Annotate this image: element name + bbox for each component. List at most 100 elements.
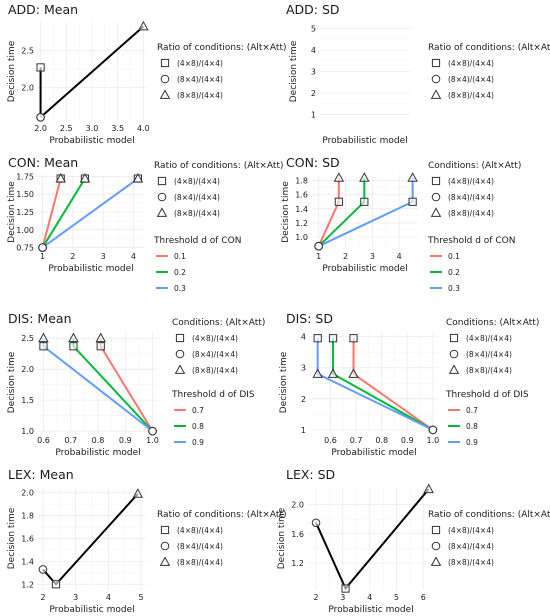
chart-title: DIS: Mean: [8, 311, 72, 326]
y-tick-label: 3: [311, 68, 316, 77]
y-tick-label: 1.6: [291, 530, 304, 539]
legend-item: (8×4)/(4×4): [177, 75, 223, 84]
legend-item: (8×4)/(4×4): [177, 542, 223, 551]
legend-item: (8×8)/(4×4): [448, 91, 494, 100]
legend-square-key: [157, 176, 167, 186]
legend-title: Ratio of conditions: (Alt×Att): [157, 510, 287, 520]
series-line: [39, 25, 145, 119]
y-tick-label: 1.8: [295, 177, 308, 186]
x-axis-label: Probabilistic model: [331, 448, 416, 458]
y-tick-label: 1.00: [16, 226, 34, 235]
y-tick-label: 1.6: [21, 535, 34, 544]
legend-title: Conditions: (Alt×Att): [172, 318, 265, 328]
y-tick-label: 1.50: [16, 190, 34, 199]
y-tick-label: 1.5: [21, 396, 34, 405]
data-point-circle: [428, 425, 438, 435]
x-tick-label: 4: [367, 593, 372, 602]
legend-threshold-item: 0.1: [174, 252, 186, 261]
data-point-circle: [311, 518, 321, 528]
chart-panel-5: DIS: Mean 0.6 0.7 0.8 0.9 1.0 1.0 1.5 2.0 2.5 Prob…: [7, 311, 265, 458]
x-axis-label: Probabilistic model: [322, 264, 407, 274]
x-tick-label: 0.9: [401, 436, 414, 445]
legend-threshold-item: 0.2: [448, 268, 460, 277]
data-point-square: [349, 334, 358, 343]
legend-threshold-item: 0.7: [466, 406, 478, 415]
x-tick-label: 2.5: [60, 124, 73, 133]
legend-threshold-title: Threshold d of CON: [153, 236, 241, 246]
y-axis-label: Decision time: [7, 181, 17, 243]
legend-item: (8×8)/(4×4): [466, 366, 512, 375]
data-point-square: [313, 334, 322, 343]
legend-triangle-key: [430, 207, 442, 217]
legend-triangle-key: [159, 556, 171, 566]
legend-threshold-item: 0.9: [466, 438, 478, 447]
legend-item: (4×8)/(4×4): [448, 526, 494, 535]
data-point-triangle: [132, 488, 144, 498]
y-tick-label: 2.0: [21, 365, 34, 374]
data-point-triangle: [38, 332, 49, 343]
legend-item: (8×8)/(4×4): [174, 209, 220, 218]
y-axis-label: Decision time: [7, 351, 17, 413]
y-tick-label: 0.75: [16, 244, 34, 253]
legend-item: (8×8)/(4×4): [448, 558, 494, 567]
x-axis-label: Probabilistic model: [49, 605, 134, 615]
legend-triangle-key: [430, 89, 442, 99]
data-point-triangle: [79, 172, 91, 183]
legend-item: (8×8)/(4×4): [177, 558, 223, 567]
x-tick-label: 2: [313, 593, 318, 602]
series-line: [41, 177, 139, 249]
legend-square-key: [175, 333, 185, 343]
legend-item: (4×8)/(4×4): [448, 177, 494, 186]
x-tick-label: 4: [397, 252, 402, 261]
legend-square-key: [431, 58, 441, 68]
x-tick-label: 0.9: [119, 436, 132, 445]
y-tick-label: 2.0: [21, 84, 34, 93]
chart-title: ADD: Mean: [8, 2, 78, 17]
y-axis-label: Decision time: [7, 40, 17, 102]
x-tick-label: 3: [340, 593, 345, 602]
x-tick-label: 6: [421, 593, 426, 602]
data-point-triangle: [132, 172, 144, 183]
legend-threshold-item: 0.8: [466, 422, 478, 431]
series-line: [41, 178, 86, 249]
chart-title: CON: Mean: [8, 155, 78, 170]
y-tick-label: 2.5: [21, 334, 34, 343]
data-point-triangle: [312, 368, 323, 378]
chart-title: CON: SD: [286, 155, 340, 170]
legend-threshold-item: 0.3: [174, 284, 186, 293]
data-point-square: [69, 342, 78, 351]
data-point-triangle: [407, 172, 418, 182]
series-line: [315, 488, 430, 591]
x-tick-label: 1: [40, 252, 45, 261]
chart-title: LEX: Mean: [8, 467, 74, 482]
y-tick-label: 4: [301, 333, 306, 342]
legend-item: (4×8)/(4×4): [448, 59, 494, 68]
y-tick-label: 1: [311, 111, 316, 120]
data-point-square: [36, 63, 45, 72]
x-tick-label: 0.8: [375, 436, 388, 445]
x-tick-label: 0.8: [92, 436, 105, 445]
data-point-square: [334, 197, 343, 206]
legend-triangle-key: [448, 364, 460, 374]
legend-threshold-item: 0.8: [192, 422, 204, 431]
data-point-square: [408, 197, 417, 206]
y-tick-label: 1.2: [21, 580, 34, 589]
legend-circle-key: [449, 349, 459, 359]
chart-panel-4: CON: SD 1 2 3 4 1.0 1.2 1.4 1.6 1.8 Probabilistic …: [281, 155, 521, 293]
y-tick-label: 1.2: [291, 559, 304, 568]
x-tick-label: 2: [40, 593, 45, 602]
data-point-square: [39, 342, 48, 351]
data-point-square: [96, 342, 105, 351]
legend-item: (8×4)/(4×4): [448, 542, 494, 551]
chart-panel-2: ADD: SD 1 2 3 4 5 Probabilistic model Decision …: [286, 2, 550, 146]
data-point-circle: [36, 112, 45, 122]
legend-title: Conditions: (Alt×Att): [428, 161, 521, 171]
y-tick-label: 4: [311, 46, 316, 55]
legend-item: (8×4)/(4×4): [174, 193, 220, 202]
y-axis-label: Decision time: [281, 181, 291, 243]
x-axis-label: Probabilistic model: [49, 136, 134, 146]
x-axis-label: Probabilistic model: [328, 605, 413, 615]
legend-circle-key: [431, 192, 441, 202]
y-tick-label: 1.0: [295, 233, 308, 242]
